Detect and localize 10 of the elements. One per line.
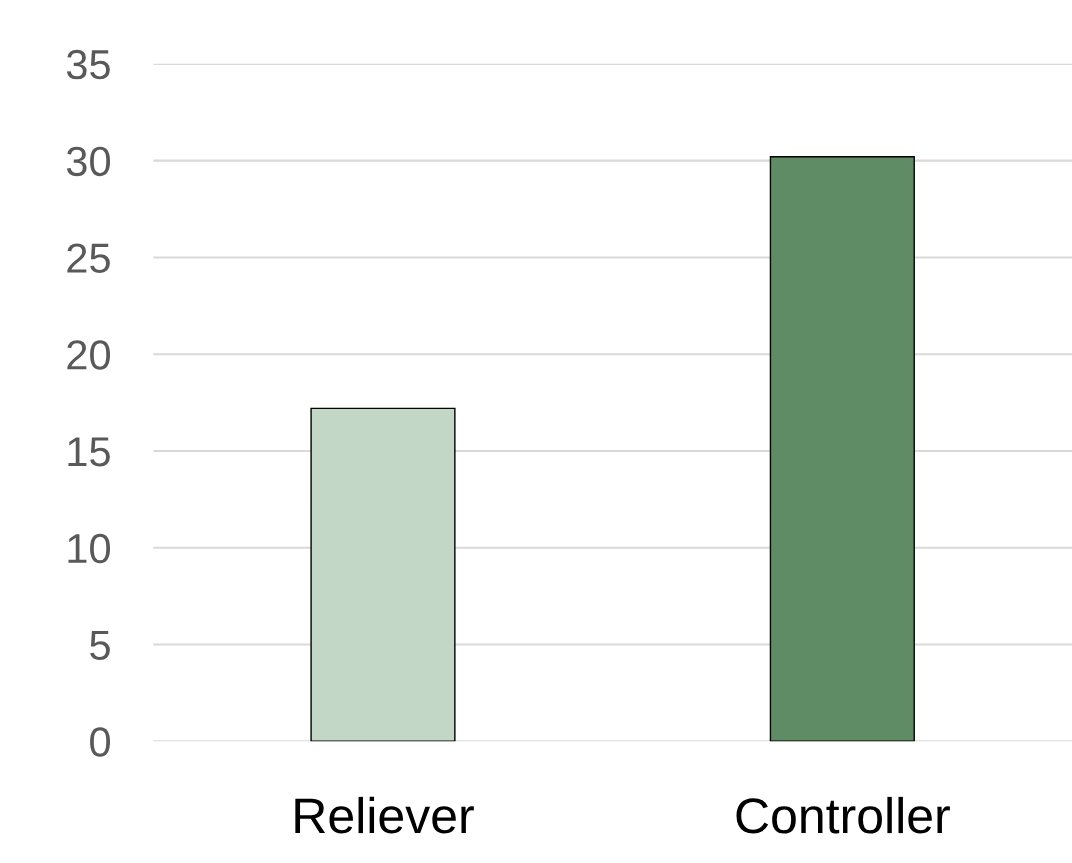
y-tick-label: 0 — [90, 727, 110, 757]
y-tick-label: 15 — [68, 437, 110, 467]
y-tick-label: 35 — [66, 49, 110, 80]
y-tick-label: 10 — [68, 533, 110, 564]
y-tick-label: 20 — [67, 340, 110, 370]
y-tick-label: 30 — [66, 146, 110, 177]
x-tick-label: Controller — [736, 796, 950, 834]
y-tick-label: 5 — [90, 630, 110, 661]
x-tick-label: Reliever — [295, 796, 474, 834]
y-tick-label: 25 — [67, 243, 110, 273]
